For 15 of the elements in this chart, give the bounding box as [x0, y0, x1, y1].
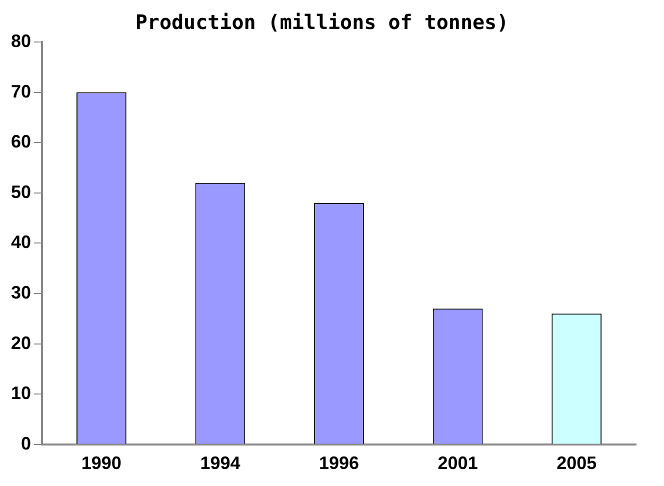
x-tick-label: 2005: [556, 453, 597, 474]
x-tick-label: 1994: [200, 453, 240, 474]
y-tick-label: 20: [10, 332, 32, 353]
y-tick-label: 0: [21, 433, 32, 454]
x-tick-label: 1990: [81, 453, 122, 474]
chart-title: Production (millions of tonnes): [135, 10, 509, 34]
y-tick-label: 60: [10, 132, 32, 152]
y-tick-label: 80: [10, 30, 32, 51]
y-tick-label: 70: [10, 81, 32, 102]
y-tick-label: 30: [10, 282, 32, 302]
y-tick-label: 10: [10, 383, 32, 404]
x-tick-label: 2001: [438, 453, 478, 474]
y-tick-label: 50: [10, 182, 32, 202]
y-tick-label: 40: [10, 232, 32, 252]
x-tick-label: 1996: [318, 453, 360, 474]
